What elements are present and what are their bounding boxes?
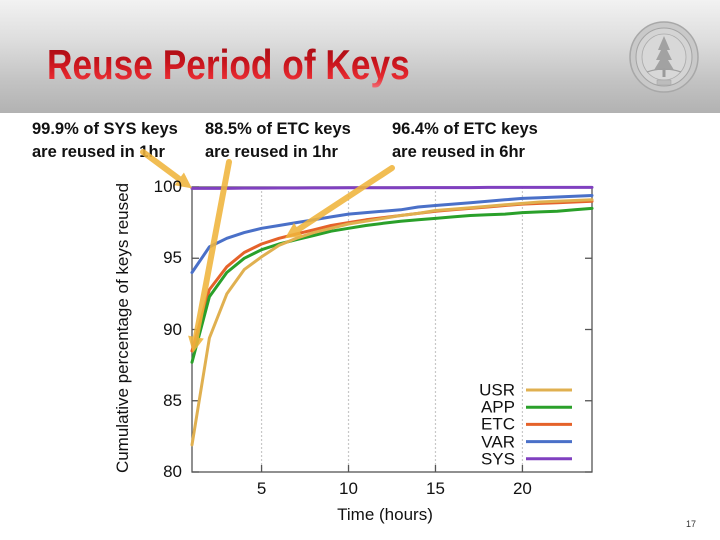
annotation-line-2: are reused in 6hr	[392, 143, 525, 161]
x-tick-label: 20	[512, 479, 532, 498]
arrow-head-icon	[188, 335, 204, 353]
callout-arrow	[284, 165, 395, 239]
legend-label-var: VAR	[481, 432, 515, 452]
callout-arrow	[140, 149, 192, 189]
y-tick-label: 85	[163, 390, 182, 410]
arrow-head-icon	[174, 172, 192, 189]
arrow-head-icon	[284, 222, 303, 239]
series-line-var	[190, 194, 594, 274]
gridlines	[260, 187, 524, 472]
page-number: 17	[686, 519, 697, 529]
university-seal-icon	[629, 21, 699, 93]
series-line-usr	[190, 198, 594, 447]
x-tick-label: 15	[426, 479, 445, 498]
annotation-arrows	[140, 149, 395, 353]
slide-title: Reuse Period of Keys	[47, 41, 410, 88]
x-tick-label: 10	[339, 479, 358, 498]
annotation-line-1: 88.5% of ETC keys	[205, 120, 351, 138]
arrow-shaft	[295, 165, 395, 233]
legend-label-sys: SYS	[480, 449, 515, 469]
annotation-line-1: 99.9% of SYS keys	[32, 120, 178, 138]
annotation-line-1: 96.4% of ETC keys	[392, 120, 538, 138]
annotation-etc-1hr: 88.5% of ETC keys are reused in 1hr	[205, 118, 351, 164]
series-line-app	[190, 206, 594, 364]
legend-label-etc: ETC	[481, 414, 515, 434]
legend-label-app: APP	[480, 397, 515, 417]
slide-header: Reuse Period of Keys	[0, 0, 720, 113]
annotation-line-2: are reused in 1hr	[205, 143, 338, 161]
y-tick-label: 90	[163, 319, 182, 339]
y-tick-label: 100	[153, 177, 182, 196]
arrow-shaft	[140, 149, 183, 182]
y-tick-label: 80	[163, 462, 182, 481]
legend	[526, 388, 572, 461]
series-line-sys	[190, 185, 594, 190]
annotation-line-2: are reused in 1hr	[32, 143, 165, 161]
callout-arrow	[188, 159, 232, 353]
annotation-etc-6hr: 96.4% of ETC keys are reused in 6hr	[392, 118, 538, 164]
y-axis-label: Cumulative percentage of keys reused	[113, 182, 132, 474]
annotation-sys-1hr: 99.9% of SYS keys are reused in 1hr	[32, 118, 178, 164]
legend-label-usr: USR	[479, 380, 515, 400]
data-series	[190, 185, 594, 447]
arrow-shaft	[192, 159, 232, 341]
x-axis-label: Time (hours)	[337, 505, 433, 524]
x-tick-label: 5	[256, 479, 267, 498]
y-tick-label: 95	[163, 248, 182, 268]
